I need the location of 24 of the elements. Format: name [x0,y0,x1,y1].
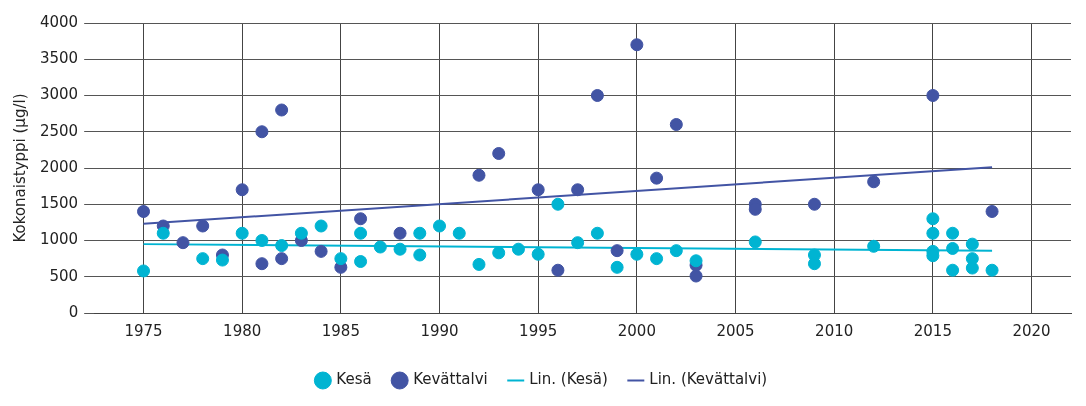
y-tick-label: 0 [68,302,79,321]
y-tick-label: 1000 [39,230,79,249]
y-tick-label: 3500 [39,49,79,68]
legend-label: Lin. (Kesä) [529,370,608,389]
legend-label: Kesä [336,370,372,389]
legend-label: Lin. (Kevättalvi) [649,370,768,389]
x-tick-label: 2000 [617,321,656,340]
x-tick-label: 1980 [223,321,262,340]
x-tick-label: 1995 [519,321,558,340]
x-tick-label: 1990 [420,321,459,340]
x-tick-label: 1975 [124,321,163,340]
y-tick-label: 2000 [39,157,79,176]
x-tick-label: 2010 [815,321,854,340]
x-tick-label: 2020 [1012,321,1051,340]
legend-label: Kevättalvi [413,370,488,389]
y-tick-label: 2500 [39,121,79,140]
y-tick-label: 1500 [39,194,79,213]
y-tick-label: 3000 [39,85,79,104]
x-tick-label: 2015 [913,321,952,340]
y-tick-label: 500 [49,266,79,285]
x-tick-label: 2005 [716,321,755,340]
x-tick-label: 1985 [321,321,360,340]
y-axis-title: Kokonaistyppi (µg/l) [10,93,29,243]
y-tick-label: 4000 [39,12,79,31]
